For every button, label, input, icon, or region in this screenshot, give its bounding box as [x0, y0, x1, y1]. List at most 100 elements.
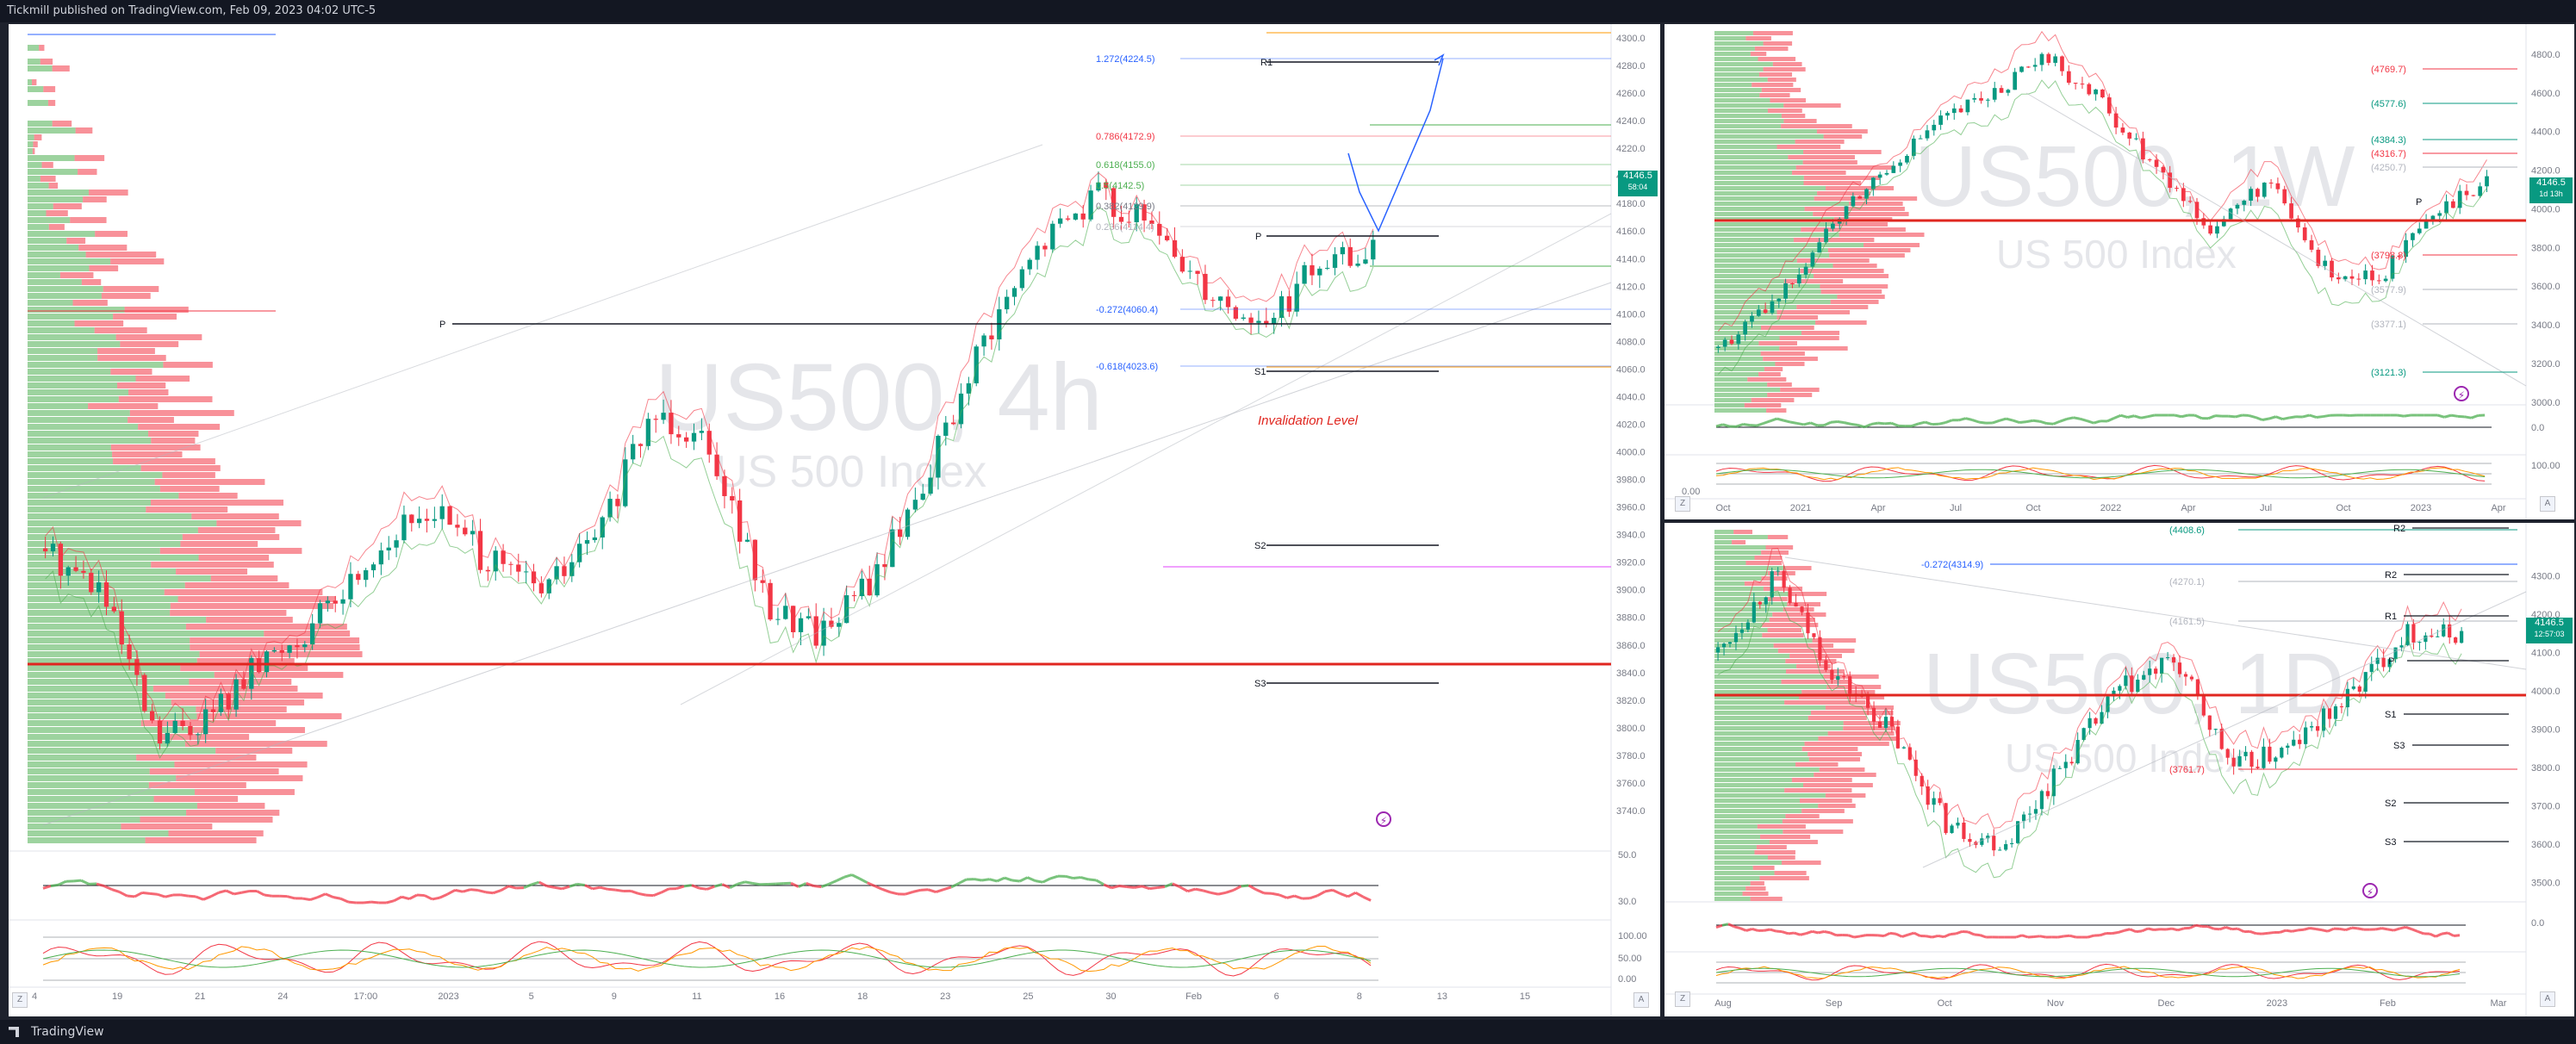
candle-body: [2231, 757, 2236, 767]
volume-profile-bar: [149, 768, 279, 774]
candle-body: [1027, 259, 1032, 270]
auto-scale-button[interactable]: A: [1633, 992, 1649, 1008]
rsi-line-segment: [1770, 417, 1777, 423]
volume-profile-bar: [28, 458, 114, 464]
zoom-z-button[interactable]: Z: [12, 992, 28, 1008]
candle-body: [127, 644, 132, 660]
price-tick-label: 3600.0: [2531, 282, 2560, 292]
candle-body: [2228, 208, 2233, 220]
rsi-line-segment: [2189, 923, 2197, 929]
volume-profile-bar: [1795, 165, 1895, 170]
rsi-line-segment: [50, 883, 59, 888]
time-tick-label: 21: [195, 991, 205, 1002]
volume-profile-bar: [89, 265, 119, 271]
rsi-line-segment: [843, 873, 853, 879]
candle-body: [1980, 838, 1984, 845]
chart-pane-1d[interactable]: US500, 1D US 500 Index 4300.0 4200.0 4100.…: [1664, 523, 2574, 1016]
candle-body: [1727, 642, 1733, 644]
volume-profile-bar: [1714, 310, 1777, 314]
rsi-line-segment: [1823, 420, 1832, 427]
volume-profile-bar: [1772, 612, 1826, 617]
candle-body: [1126, 221, 1132, 223]
volume-profile-bar: [1766, 408, 1787, 413]
candle-body: [638, 444, 644, 446]
candle-body: [2201, 695, 2206, 716]
rsi-line-segment: [2248, 413, 2256, 419]
rsi-line-segment: [1756, 422, 1764, 427]
chart-pane-1w[interactable]: US500, 1W US 500 Index 4800.0 4600.0 4400.…: [1664, 24, 2574, 519]
rsi-line-segment: [370, 900, 379, 904]
candle-body: [2339, 705, 2344, 708]
zoom-z-button-1d[interactable]: Z: [1675, 991, 1690, 1007]
volume-profile-bar: [28, 176, 40, 182]
candle-body: [2021, 814, 2026, 822]
volume-profile-bar: [1714, 331, 1801, 335]
volume-profile-bar: [135, 376, 190, 382]
volume-profile-bar: [28, 183, 49, 189]
chart-pane-4h[interactable]: US500, 4h US 500 Index 4300.0 4280.0 4260.…: [9, 24, 1660, 1016]
time-tick-label: 17:00: [354, 991, 378, 1002]
rsi-line-segment: [531, 880, 540, 886]
candle-body: [2127, 132, 2132, 139]
volume-profile-bar: [1775, 362, 1805, 366]
volume-profile-bar: [28, 637, 190, 643]
candle-body: [2304, 727, 2308, 744]
chart-4h-svg[interactable]: 4300.04280.04260.04240.04220.04200.04180…: [9, 24, 1660, 1016]
lightning-event-icon-1w[interactable]: ⚡: [2454, 386, 2469, 401]
candle-body: [1776, 298, 1782, 301]
rsi-line-segment: [2429, 932, 2436, 938]
volume-profile-bar: [1760, 326, 1814, 330]
rsi-line-segment: [96, 882, 105, 888]
volume-profile-bar: [46, 210, 68, 216]
rsi-line-segment: [1354, 891, 1365, 898]
volume-profile-bar: [1714, 196, 1814, 201]
price-tick-label: 4080.0: [1616, 337, 1646, 347]
price-tick-label: 4100.0: [1616, 309, 1646, 320]
candle-body: [2087, 84, 2092, 95]
volume-profile-bar: [1714, 336, 1780, 340]
candle-body: [577, 544, 582, 562]
rsi-line-segment: [1844, 421, 1851, 426]
bar-countdown: 58:04: [1627, 183, 1648, 191]
candle-body: [1073, 213, 1079, 220]
volume-profile-bar: [216, 520, 302, 526]
rsi-line-segment: [393, 895, 402, 902]
rsi-line-segment: [2411, 928, 2418, 933]
rsi-line-segment: [775, 882, 784, 886]
rsi-line-segment: [2069, 934, 2076, 939]
volume-profile-bar: [28, 286, 103, 292]
candle-body: [1332, 254, 1338, 268]
time-tick-label: 13: [1437, 991, 1447, 1002]
chart-1d-svg[interactable]: 4300.0 4200.0 4100.0 4000.0 3900.0 3800.0 3700…: [1664, 523, 2574, 1016]
volume-profile-bar: [1808, 716, 1867, 720]
lightning-event-icon[interactable]: ⚡: [1376, 811, 1391, 827]
volume-profile-bar: [28, 252, 86, 258]
volume-profile-bar: [1785, 659, 1837, 663]
zoom-z-button-1w[interactable]: Z: [1675, 496, 1690, 512]
volume-profile-bar: [28, 665, 181, 671]
rsi-line-segment: [1944, 419, 1953, 424]
candle-body: [2026, 66, 2031, 68]
candle-body: [2207, 715, 2212, 730]
candle-body: [714, 454, 719, 476]
candle-body: [2310, 726, 2314, 728]
volume-profile-bar: [75, 127, 93, 134]
candle-body: [2208, 225, 2212, 234]
candle-body: [2051, 768, 2056, 797]
candle-body: [730, 495, 735, 501]
candle-body: [1080, 213, 1086, 220]
rsi-line-segment: [1011, 879, 1020, 883]
volume-profile-bar: [184, 582, 289, 588]
volume-profile-bar: [28, 59, 40, 65]
lightning-event-icon-1d[interactable]: ⚡: [2362, 883, 2378, 898]
pivot-label: S2: [2385, 799, 2396, 809]
volume-profile-bar: [1714, 674, 1824, 679]
auto-scale-button-1w[interactable]: A: [2540, 496, 2555, 512]
volume-profile-bar: [1792, 171, 1846, 175]
candle-body: [2004, 843, 2008, 850]
chart-1w-svg[interactable]: 4800.0 4600.0 4400.0 4200.0 4000.0 3800.0 3600…: [1664, 24, 2574, 519]
volume-profile-bar: [28, 410, 130, 416]
auto-scale-button-1d[interactable]: A: [2540, 991, 2555, 1007]
volume-profile-bar: [1714, 607, 1783, 612]
candle-body: [279, 649, 284, 653]
